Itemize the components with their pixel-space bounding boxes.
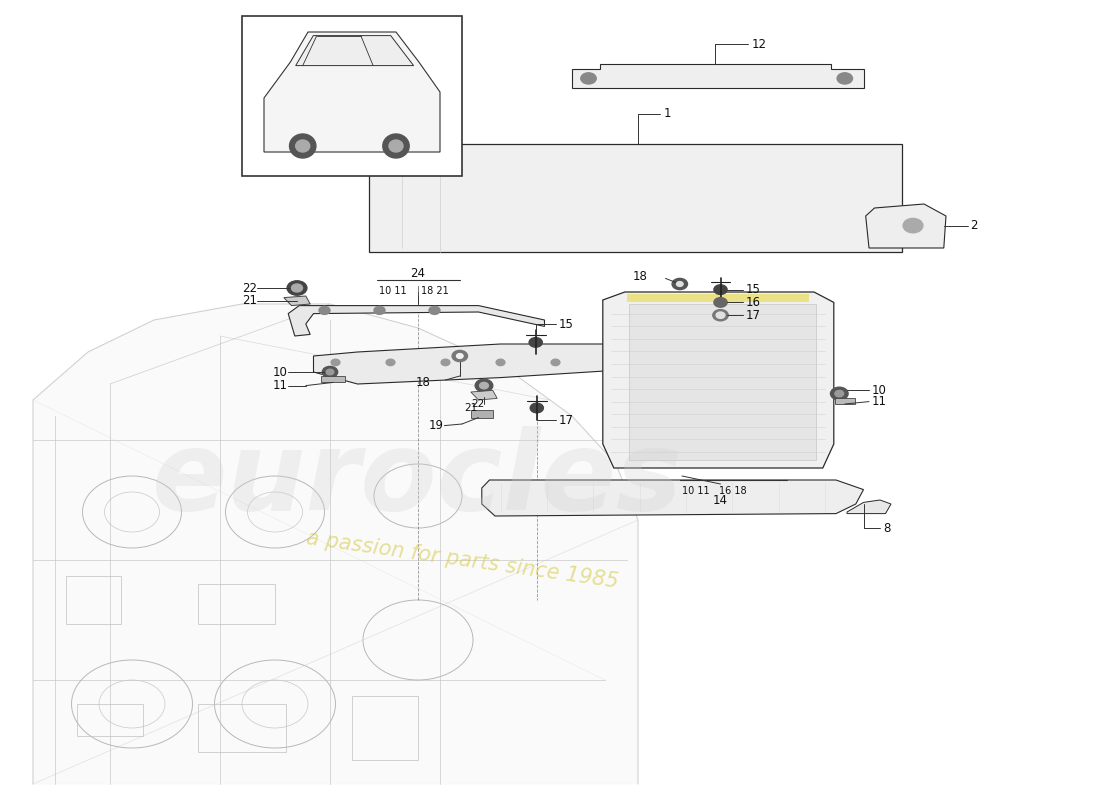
Circle shape xyxy=(287,281,307,295)
Text: 8: 8 xyxy=(883,522,891,534)
Text: 15: 15 xyxy=(559,318,574,330)
Text: 22: 22 xyxy=(471,399,484,409)
Circle shape xyxy=(837,73,852,84)
Polygon shape xyxy=(482,480,864,516)
Text: eurocles: eurocles xyxy=(153,426,683,534)
Text: 10 11: 10 11 xyxy=(379,286,407,296)
Circle shape xyxy=(903,218,923,233)
Circle shape xyxy=(830,387,848,400)
Bar xyxy=(321,376,345,382)
Polygon shape xyxy=(288,306,544,336)
Circle shape xyxy=(385,112,396,120)
Text: |: | xyxy=(417,286,419,296)
Text: 19: 19 xyxy=(429,419,444,432)
Text: 1: 1 xyxy=(663,107,671,120)
Circle shape xyxy=(319,306,330,314)
Circle shape xyxy=(456,354,463,358)
Ellipse shape xyxy=(296,140,310,152)
Polygon shape xyxy=(314,344,627,384)
Circle shape xyxy=(326,370,334,374)
Text: 15: 15 xyxy=(746,283,761,296)
Bar xyxy=(629,304,816,460)
Bar xyxy=(77,704,143,736)
Circle shape xyxy=(382,126,399,138)
Polygon shape xyxy=(368,124,402,144)
Text: 18 21: 18 21 xyxy=(421,286,449,296)
Polygon shape xyxy=(603,292,834,468)
Circle shape xyxy=(475,379,493,392)
Bar xyxy=(627,294,808,302)
Bar xyxy=(242,16,462,176)
Text: 14: 14 xyxy=(713,494,728,507)
Bar xyxy=(471,410,493,418)
Bar xyxy=(66,576,121,624)
Circle shape xyxy=(386,359,395,366)
Ellipse shape xyxy=(289,134,316,158)
Circle shape xyxy=(331,359,340,366)
Text: 21: 21 xyxy=(242,294,257,307)
Text: a passion for parts since 1985: a passion for parts since 1985 xyxy=(305,528,619,592)
Circle shape xyxy=(529,338,542,347)
Polygon shape xyxy=(368,144,902,252)
Text: 10: 10 xyxy=(871,384,887,397)
Circle shape xyxy=(322,366,338,378)
Circle shape xyxy=(496,359,505,366)
Bar xyxy=(835,398,855,404)
Circle shape xyxy=(713,310,728,321)
Text: 18: 18 xyxy=(632,270,648,282)
Circle shape xyxy=(429,306,440,314)
Circle shape xyxy=(551,359,560,366)
Circle shape xyxy=(672,278,688,290)
Circle shape xyxy=(452,350,468,362)
Text: 11: 11 xyxy=(871,395,887,408)
Text: 2: 2 xyxy=(970,219,978,232)
Circle shape xyxy=(676,282,683,286)
Polygon shape xyxy=(296,35,414,66)
Polygon shape xyxy=(264,32,440,152)
Polygon shape xyxy=(284,296,310,306)
Polygon shape xyxy=(572,64,864,88)
Text: 5: 5 xyxy=(297,115,305,128)
Polygon shape xyxy=(471,390,497,400)
Text: 17: 17 xyxy=(559,414,574,426)
Circle shape xyxy=(378,127,396,140)
Text: 11: 11 xyxy=(273,379,288,392)
Bar xyxy=(198,584,275,624)
Text: 16: 16 xyxy=(746,296,761,309)
Text: 17: 17 xyxy=(746,309,761,322)
Polygon shape xyxy=(866,204,946,248)
Circle shape xyxy=(714,285,727,294)
Circle shape xyxy=(292,284,302,292)
Bar xyxy=(198,704,286,752)
Circle shape xyxy=(530,403,543,413)
Text: 10 11   16 18: 10 11 16 18 xyxy=(682,486,747,495)
Circle shape xyxy=(581,73,596,84)
Ellipse shape xyxy=(383,134,409,158)
Circle shape xyxy=(480,382,488,389)
Text: 24: 24 xyxy=(410,267,426,280)
Bar xyxy=(352,696,418,760)
Text: 10: 10 xyxy=(273,366,288,378)
Circle shape xyxy=(714,298,727,307)
Ellipse shape xyxy=(389,140,403,152)
Circle shape xyxy=(374,306,385,314)
Circle shape xyxy=(716,312,725,318)
Text: 4: 4 xyxy=(297,132,305,145)
Polygon shape xyxy=(847,500,891,514)
Text: 12: 12 xyxy=(751,38,767,50)
Circle shape xyxy=(441,359,450,366)
Polygon shape xyxy=(33,304,638,784)
Text: 22: 22 xyxy=(242,282,257,294)
Text: 18: 18 xyxy=(416,376,431,389)
Circle shape xyxy=(386,129,395,135)
Circle shape xyxy=(835,390,844,397)
Text: 21: 21 xyxy=(464,403,477,413)
